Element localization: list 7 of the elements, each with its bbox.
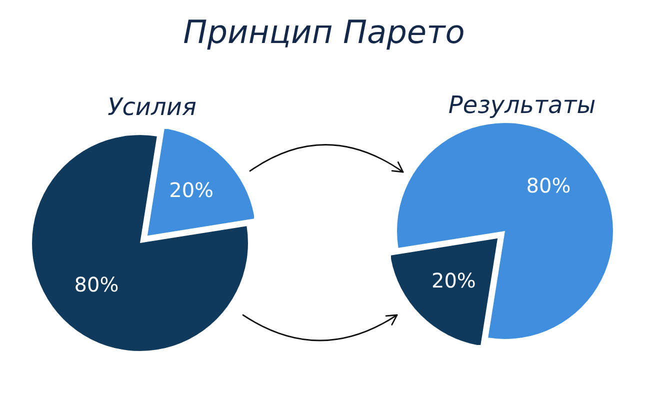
data-label: 80% — [74, 272, 119, 297]
data-label: 20% — [169, 178, 214, 202]
data-label: 80% — [526, 174, 571, 198]
chart-title: Результаты — [447, 90, 597, 120]
data-label: 20% — [431, 268, 476, 293]
text: Принцип Парето — [183, 12, 465, 52]
chart-title: Усилия — [106, 92, 198, 122]
